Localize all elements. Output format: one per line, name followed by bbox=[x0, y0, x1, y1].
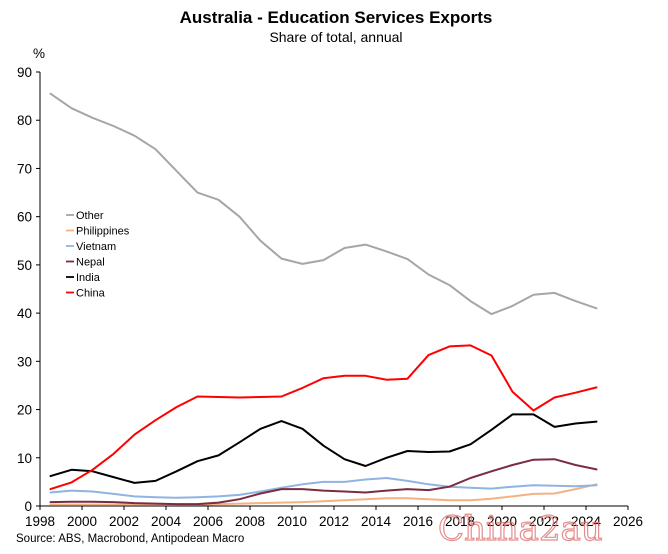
y-tick-label: 40 bbox=[17, 306, 32, 321]
x-axis: 1998 2000 2002 2004 2006 2008 2010 2012 2014 2016… bbox=[25, 506, 643, 529]
x-tick-label: 1998 bbox=[25, 514, 55, 529]
x-tick-label: 2022 bbox=[529, 514, 559, 529]
chart-title: Australia - Education Services Exports bbox=[180, 8, 493, 27]
series-line-philippines bbox=[49, 483, 598, 506]
series-line-vietnam bbox=[49, 477, 598, 499]
y-tick-label: 30 bbox=[17, 354, 32, 369]
legend-label-china: China bbox=[76, 288, 106, 300]
watermark: China2au bbox=[438, 509, 603, 549]
source-note: Source: ABS, Macrobond, Antipodean Macro bbox=[16, 533, 244, 545]
series-lines bbox=[49, 92, 598, 506]
x-tick-label: 2016 bbox=[403, 514, 433, 529]
series-line-china bbox=[49, 344, 598, 491]
x-tick-label: 2010 bbox=[277, 514, 307, 529]
legend-label-nepal: Nepal bbox=[76, 257, 105, 269]
y-tick-label: 10 bbox=[17, 451, 32, 466]
y-axis: 0 10 20 30 40 50 60 70 80 90 bbox=[17, 65, 40, 514]
series-line-nepal bbox=[49, 458, 598, 506]
x-tick-label: 2002 bbox=[109, 514, 139, 529]
y-tick-label: 20 bbox=[17, 403, 32, 418]
x-tick-label: 2026 bbox=[613, 514, 643, 529]
x-tick-label: 2008 bbox=[235, 514, 265, 529]
legend: Other Philippines Vietnam Nepal India China bbox=[66, 210, 130, 300]
series-line-india bbox=[49, 413, 598, 484]
y-tick-label: 80 bbox=[17, 113, 32, 128]
x-tick-label: 2012 bbox=[319, 514, 349, 529]
legend-label-india: India bbox=[76, 272, 101, 284]
y-tick-label: 60 bbox=[17, 210, 32, 225]
x-tick-label: 2000 bbox=[67, 514, 97, 529]
y-tick-label: 70 bbox=[17, 161, 32, 176]
x-tick-label: 2004 bbox=[151, 514, 182, 529]
x-tick-label: 2006 bbox=[193, 514, 223, 529]
legend-label-philippines: Philippines bbox=[76, 226, 130, 238]
x-tick-label: 2018 bbox=[445, 514, 475, 529]
y-tick-label: 0 bbox=[24, 499, 32, 514]
x-tick-label: 2020 bbox=[487, 514, 517, 529]
x-tick-label: 2014 bbox=[361, 514, 392, 529]
legend-label-other: Other bbox=[76, 210, 104, 222]
legend-label-vietnam: Vietnam bbox=[76, 241, 116, 253]
y-tick-label: 90 bbox=[17, 65, 32, 80]
y-axis-label: % bbox=[33, 46, 45, 61]
chart-subtitle: Share of total, annual bbox=[269, 29, 402, 45]
x-tick-label: 2024 bbox=[571, 514, 602, 529]
series-line-other bbox=[49, 92, 598, 316]
y-tick-label: 50 bbox=[17, 258, 32, 273]
